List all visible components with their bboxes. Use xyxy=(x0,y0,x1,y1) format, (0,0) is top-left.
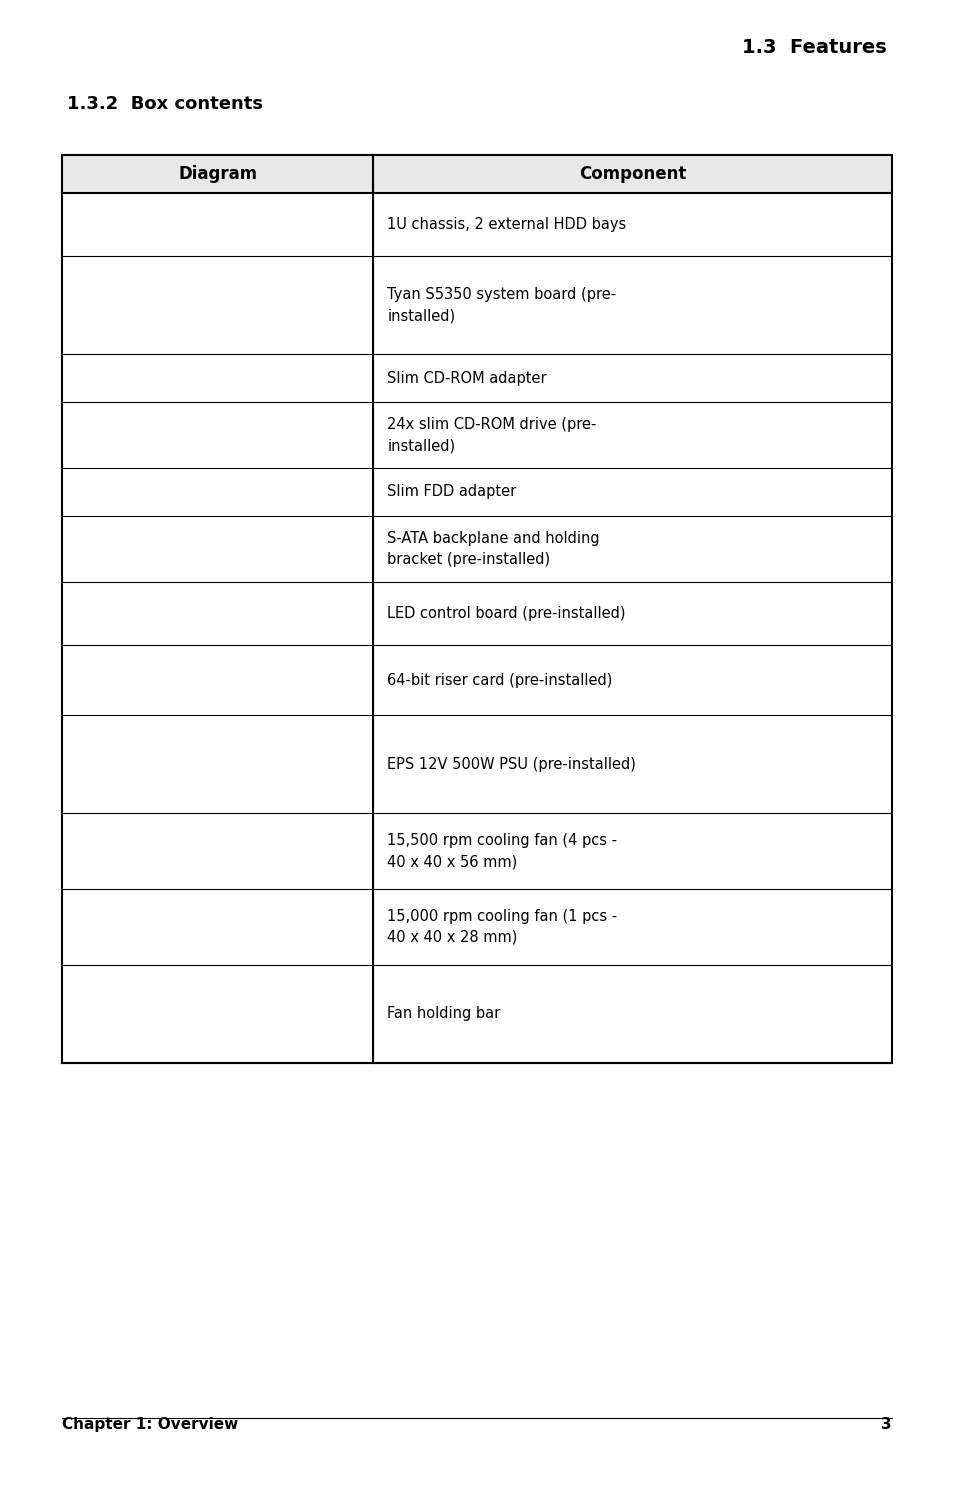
Text: 24x slim CD-ROM drive (pre-
installed): 24x slim CD-ROM drive (pre- installed) xyxy=(387,417,596,453)
Text: 3: 3 xyxy=(881,1416,891,1433)
Text: 1.3.2  Box contents: 1.3.2 Box contents xyxy=(67,96,262,114)
Text: 15,500 rpm cooling fan (4 pcs -
40 x 40 x 56 mm): 15,500 rpm cooling fan (4 pcs - 40 x 40 … xyxy=(387,834,617,870)
Bar xyxy=(62,155,891,193)
Text: EPS 12V 500W PSU (pre-installed): EPS 12V 500W PSU (pre-installed) xyxy=(387,756,636,771)
Bar xyxy=(62,155,891,1064)
Text: Diagram: Diagram xyxy=(178,164,257,182)
Text: 64-bit riser card (pre-installed): 64-bit riser card (pre-installed) xyxy=(387,672,612,687)
Text: LED control board (pre-installed): LED control board (pre-installed) xyxy=(387,607,625,622)
Text: 15,000 rpm cooling fan (1 pcs -
40 x 40 x 28 mm): 15,000 rpm cooling fan (1 pcs - 40 x 40 … xyxy=(387,908,617,946)
Text: Tyan S5350 system board (pre-
installed): Tyan S5350 system board (pre- installed) xyxy=(387,287,616,323)
Text: Slim CD-ROM adapter: Slim CD-ROM adapter xyxy=(387,371,546,385)
Text: Fan holding bar: Fan holding bar xyxy=(387,1007,500,1022)
Text: Chapter 1: Overview: Chapter 1: Overview xyxy=(62,1416,238,1433)
Text: Slim FDD adapter: Slim FDD adapter xyxy=(387,484,516,499)
Text: 1U chassis, 2 external HDD bays: 1U chassis, 2 external HDD bays xyxy=(387,217,626,232)
Text: Component: Component xyxy=(578,164,685,182)
Text: 1.3  Features: 1.3 Features xyxy=(741,37,886,57)
Text: S-ATA backplane and holding
bracket (pre-installed): S-ATA backplane and holding bracket (pre… xyxy=(387,530,599,566)
